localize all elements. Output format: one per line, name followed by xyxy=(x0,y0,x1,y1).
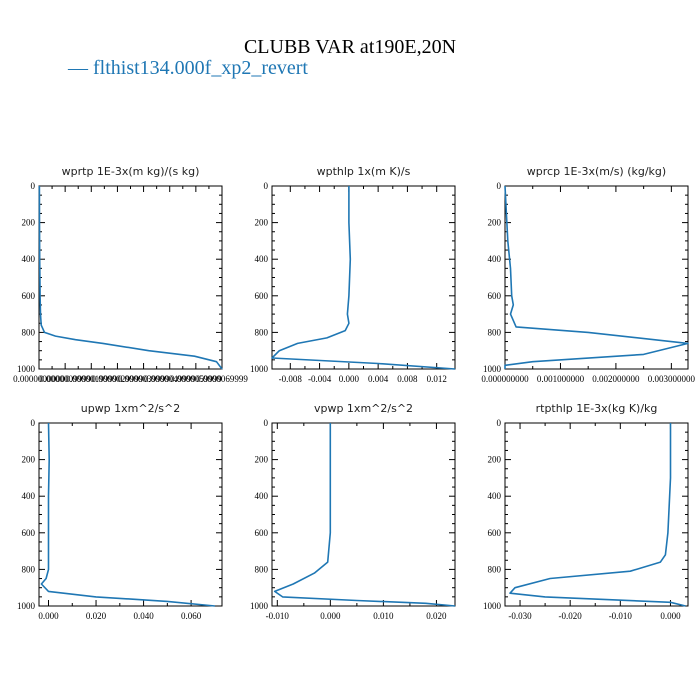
x-tick-label: 0.000 xyxy=(339,374,360,384)
plot-frame xyxy=(271,185,456,370)
x-tick-label: 0.004 xyxy=(368,374,389,384)
y-tick-label: 1000 xyxy=(483,364,502,374)
y-tick-label: 800 xyxy=(255,564,269,574)
x-tick-label: 0.0000000000 xyxy=(13,374,65,384)
panel-title: wprcp 1E-3x(m/s) (kg/kg) xyxy=(527,165,666,178)
x-tick-label: 0.020 xyxy=(86,611,107,621)
y-tick-label: 400 xyxy=(488,491,502,501)
panel-title: wprtp 1E-3x(m kg)/(s kg) xyxy=(62,165,200,178)
series-line xyxy=(40,422,215,607)
x-tick-label: 0.001000000 xyxy=(537,374,585,384)
y-tick-label: 1000 xyxy=(250,601,269,611)
plot-frame xyxy=(504,185,689,370)
x-tick-label: 0.012 xyxy=(427,374,447,384)
series-line xyxy=(38,185,223,370)
series-line xyxy=(271,186,456,370)
x-tick-label: 0.000 xyxy=(38,611,59,621)
y-tick-label: 600 xyxy=(488,528,502,538)
plot-frame xyxy=(271,422,456,607)
x-tick-label: 0.002000000 xyxy=(592,374,640,384)
y-tick-label: 1000 xyxy=(17,364,36,374)
y-tick-label: 800 xyxy=(255,327,269,337)
x-tick-label: 0.0000029999 xyxy=(92,374,144,384)
panel-title: vpwp 1xm^2/s^2 xyxy=(314,402,413,415)
y-tick-label: 200 xyxy=(255,455,269,465)
x-tick-label: 0.0000019999 xyxy=(65,374,117,384)
y-tick-label: 0 xyxy=(497,181,502,191)
y-tick-label: 600 xyxy=(488,291,502,301)
x-tick-label: 0.003000000 xyxy=(648,374,696,384)
y-tick-label: 1000 xyxy=(250,364,269,374)
x-tick-label: 0.060 xyxy=(181,611,202,621)
series-line xyxy=(273,423,456,607)
x-tick-label: -0.004 xyxy=(308,374,332,384)
x-tick-label: 0.0000059999 xyxy=(170,374,222,384)
x-tick-label: -0.010 xyxy=(609,611,633,621)
y-tick-label: 800 xyxy=(488,564,502,574)
x-tick-label: 0.0000039999 xyxy=(118,374,170,384)
x-tick-label: 0.0000009999 xyxy=(39,374,91,384)
y-tick-label: 0 xyxy=(31,181,36,191)
y-tick-label: 400 xyxy=(488,254,502,264)
y-tick-label: 1000 xyxy=(17,601,36,611)
panel-2: wpthlp 1x(m K)/s 0 200 400 600 800 1000 -0.008-… xyxy=(250,165,456,384)
x-tick-label: 0.010 xyxy=(373,611,394,621)
y-tick-label: 0 xyxy=(264,181,269,191)
y-tick-label: 0 xyxy=(31,418,36,428)
y-tick-label: 400 xyxy=(255,254,269,264)
panel-3: wprcp 1E-3x(m/s) (kg/kg) 0 200 400 600 800 100… xyxy=(481,165,695,384)
plot-frame xyxy=(38,185,223,370)
y-tick-label: 1000 xyxy=(483,601,502,611)
y-tick-label: 600 xyxy=(22,291,36,301)
y-tick-label: 0 xyxy=(264,418,269,428)
panel-title: rtpthlp 1E-3x(kg K)/kg xyxy=(536,402,658,415)
y-tick-label: 600 xyxy=(255,528,269,538)
plot-frame xyxy=(38,422,223,607)
x-tick-label: 0.008 xyxy=(397,374,418,384)
y-tick-label: 800 xyxy=(488,327,502,337)
x-tick-label: -0.020 xyxy=(559,611,583,621)
y-tick-label: 200 xyxy=(22,455,36,465)
y-tick-label: 800 xyxy=(22,564,36,574)
x-tick-label: 0.040 xyxy=(133,611,154,621)
x-tick-label: 0.000 xyxy=(320,611,341,621)
panel-title: upwp 1xm^2/s^2 xyxy=(81,402,181,415)
x-tick-label: 0.000000000 xyxy=(481,374,529,384)
panel-6: rtpthlp 1E-3x(kg K)/kg02004006008001000-… xyxy=(483,402,689,621)
y-tick-label: 200 xyxy=(22,218,36,228)
x-tick-label: 0.020 xyxy=(426,611,447,621)
panel-4: upwp 1xm^2/s^2 0 200 400 600 800 10000.000 0.02… xyxy=(17,402,223,621)
y-tick-label: 0 xyxy=(497,418,502,428)
x-tick-label: -0.010 xyxy=(266,611,290,621)
y-tick-label: 200 xyxy=(488,455,502,465)
x-tick-label: -0.030 xyxy=(508,611,532,621)
panel-title: wpthlp 1x(m K)/s xyxy=(317,165,411,178)
y-tick-label: 800 xyxy=(22,327,36,337)
panel-1: wprtp 1E-3x(m kg)/(s kg) 0 200 400 600 800 100… xyxy=(13,165,248,384)
y-tick-label: 400 xyxy=(22,491,36,501)
y-tick-label: 400 xyxy=(22,254,36,264)
x-tick-label: -0.008 xyxy=(279,374,303,384)
panel-5: vpwp 1xm^2/s^2 0 200 400 600 800 1000-0.010 0.0… xyxy=(250,402,456,621)
legend-entry: — flthist134.000f_xp2_revert xyxy=(68,57,308,79)
y-tick-label: 600 xyxy=(255,291,269,301)
figure-title: CLUBB VAR at190E,20N xyxy=(243,36,457,58)
plot-frame xyxy=(504,422,689,607)
y-tick-label: 200 xyxy=(488,218,502,228)
series-line xyxy=(504,185,689,369)
x-tick-label: 0.0000049999 xyxy=(144,374,196,384)
y-tick-label: 200 xyxy=(255,218,269,228)
x-tick-label: 0.0000069999 xyxy=(196,374,248,384)
y-tick-label: 600 xyxy=(22,528,36,538)
y-tick-label: 400 xyxy=(255,491,269,501)
x-tick-label: 0.000 xyxy=(660,611,681,621)
series-line xyxy=(509,423,686,607)
